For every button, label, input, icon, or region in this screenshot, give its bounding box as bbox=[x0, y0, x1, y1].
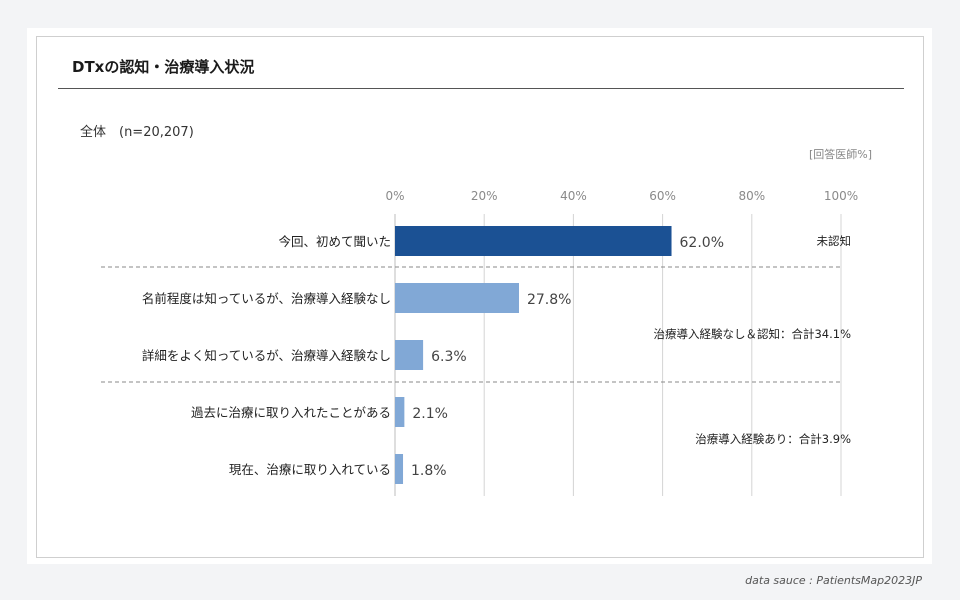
unit-note: [回答医師%] bbox=[808, 148, 872, 161]
category-label: 今回、初めて聞いた bbox=[278, 234, 391, 249]
bar bbox=[395, 340, 424, 370]
data-label: 27.8% bbox=[527, 292, 571, 308]
category-label: 名前程度は知っているが、治療導入経験なし bbox=[142, 291, 391, 306]
title-divider bbox=[58, 88, 904, 89]
data-source-note: data sauce : PatientsMap2023JP bbox=[745, 574, 922, 587]
bar bbox=[395, 454, 404, 484]
group-annotation: 未認知 bbox=[817, 234, 852, 248]
group-annotation: 治療導入経験あり：合計3.9% bbox=[695, 432, 851, 446]
x-tick-label: 60% bbox=[649, 189, 676, 203]
bar bbox=[395, 283, 519, 313]
category-label: 詳細をよく知っているが、治療導入経験なし bbox=[142, 348, 391, 363]
data-label: 2.1% bbox=[412, 406, 448, 422]
data-label: 6.3% bbox=[431, 349, 467, 365]
x-tick-label: 20% bbox=[471, 189, 498, 203]
category-label: 現在、治療に取り入れている bbox=[229, 462, 391, 477]
group-annotation: 治療導入経験なし＆認知：合計34.1% bbox=[653, 327, 851, 341]
chart-title: DTxの認知・治療導入状況 bbox=[72, 58, 255, 76]
category-label: 過去に治療に取り入れたことがある bbox=[191, 405, 391, 420]
x-tick-label: 100% bbox=[824, 189, 858, 203]
data-label: 1.8% bbox=[411, 463, 447, 479]
x-tick-label: 40% bbox=[560, 189, 587, 203]
x-tick-label: 0% bbox=[385, 189, 404, 203]
x-tick-label: 80% bbox=[738, 189, 765, 203]
bar bbox=[395, 397, 405, 427]
data-label: 62.0% bbox=[680, 235, 724, 251]
bar bbox=[395, 226, 672, 256]
sample-size-label: 全体 (n=20,207) bbox=[80, 125, 194, 140]
